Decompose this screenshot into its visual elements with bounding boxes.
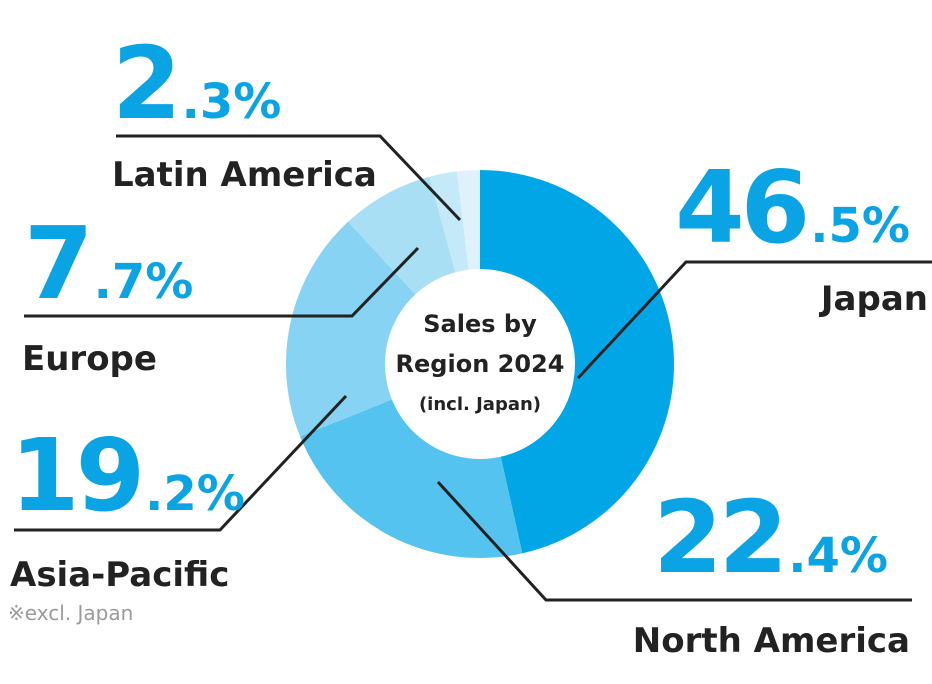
- region-label-japan: Japan: [819, 279, 928, 319]
- center-title-line2: Region 2024: [396, 350, 565, 378]
- pie-slice-north-america: [300, 399, 523, 559]
- donut-hole: [385, 269, 575, 459]
- donut-slices: [286, 170, 674, 559]
- region-label-asia-pacific: Asia-Pacific: [10, 555, 229, 595]
- data-label-japan: 46.5%: [675, 149, 910, 266]
- data-label-asia-pacific: 19.2%: [10, 417, 245, 534]
- pie-slice-asia-pacific: [286, 221, 417, 437]
- data-label-latin-america: 2.3%: [112, 25, 281, 142]
- center-title-line1: Sales by: [423, 310, 537, 338]
- region-label-latin-america: Latin America: [112, 155, 377, 195]
- leader-line-latin-america: [116, 134, 462, 222]
- pie-slice-europe: [348, 176, 456, 296]
- note-excl-japan: ※excl. Japan: [8, 601, 133, 625]
- leader-line-europe: [24, 246, 420, 318]
- leader-line-asia-pacific: [14, 394, 348, 532]
- pie-slice-other: [456, 170, 480, 271]
- data-label-north-america: 22.4%: [653, 479, 888, 596]
- pie-slice-japan: [480, 170, 674, 554]
- data-label-europe: 7.7%: [24, 205, 193, 322]
- region-label-north-america: North America: [633, 621, 910, 661]
- center-subtitle: (incl. Japan): [419, 394, 541, 415]
- leader-line-japan: [576, 260, 932, 380]
- leader-line-north-america: [436, 480, 912, 602]
- region-label-europe: Europe: [22, 339, 157, 379]
- leader-lines: [14, 134, 932, 602]
